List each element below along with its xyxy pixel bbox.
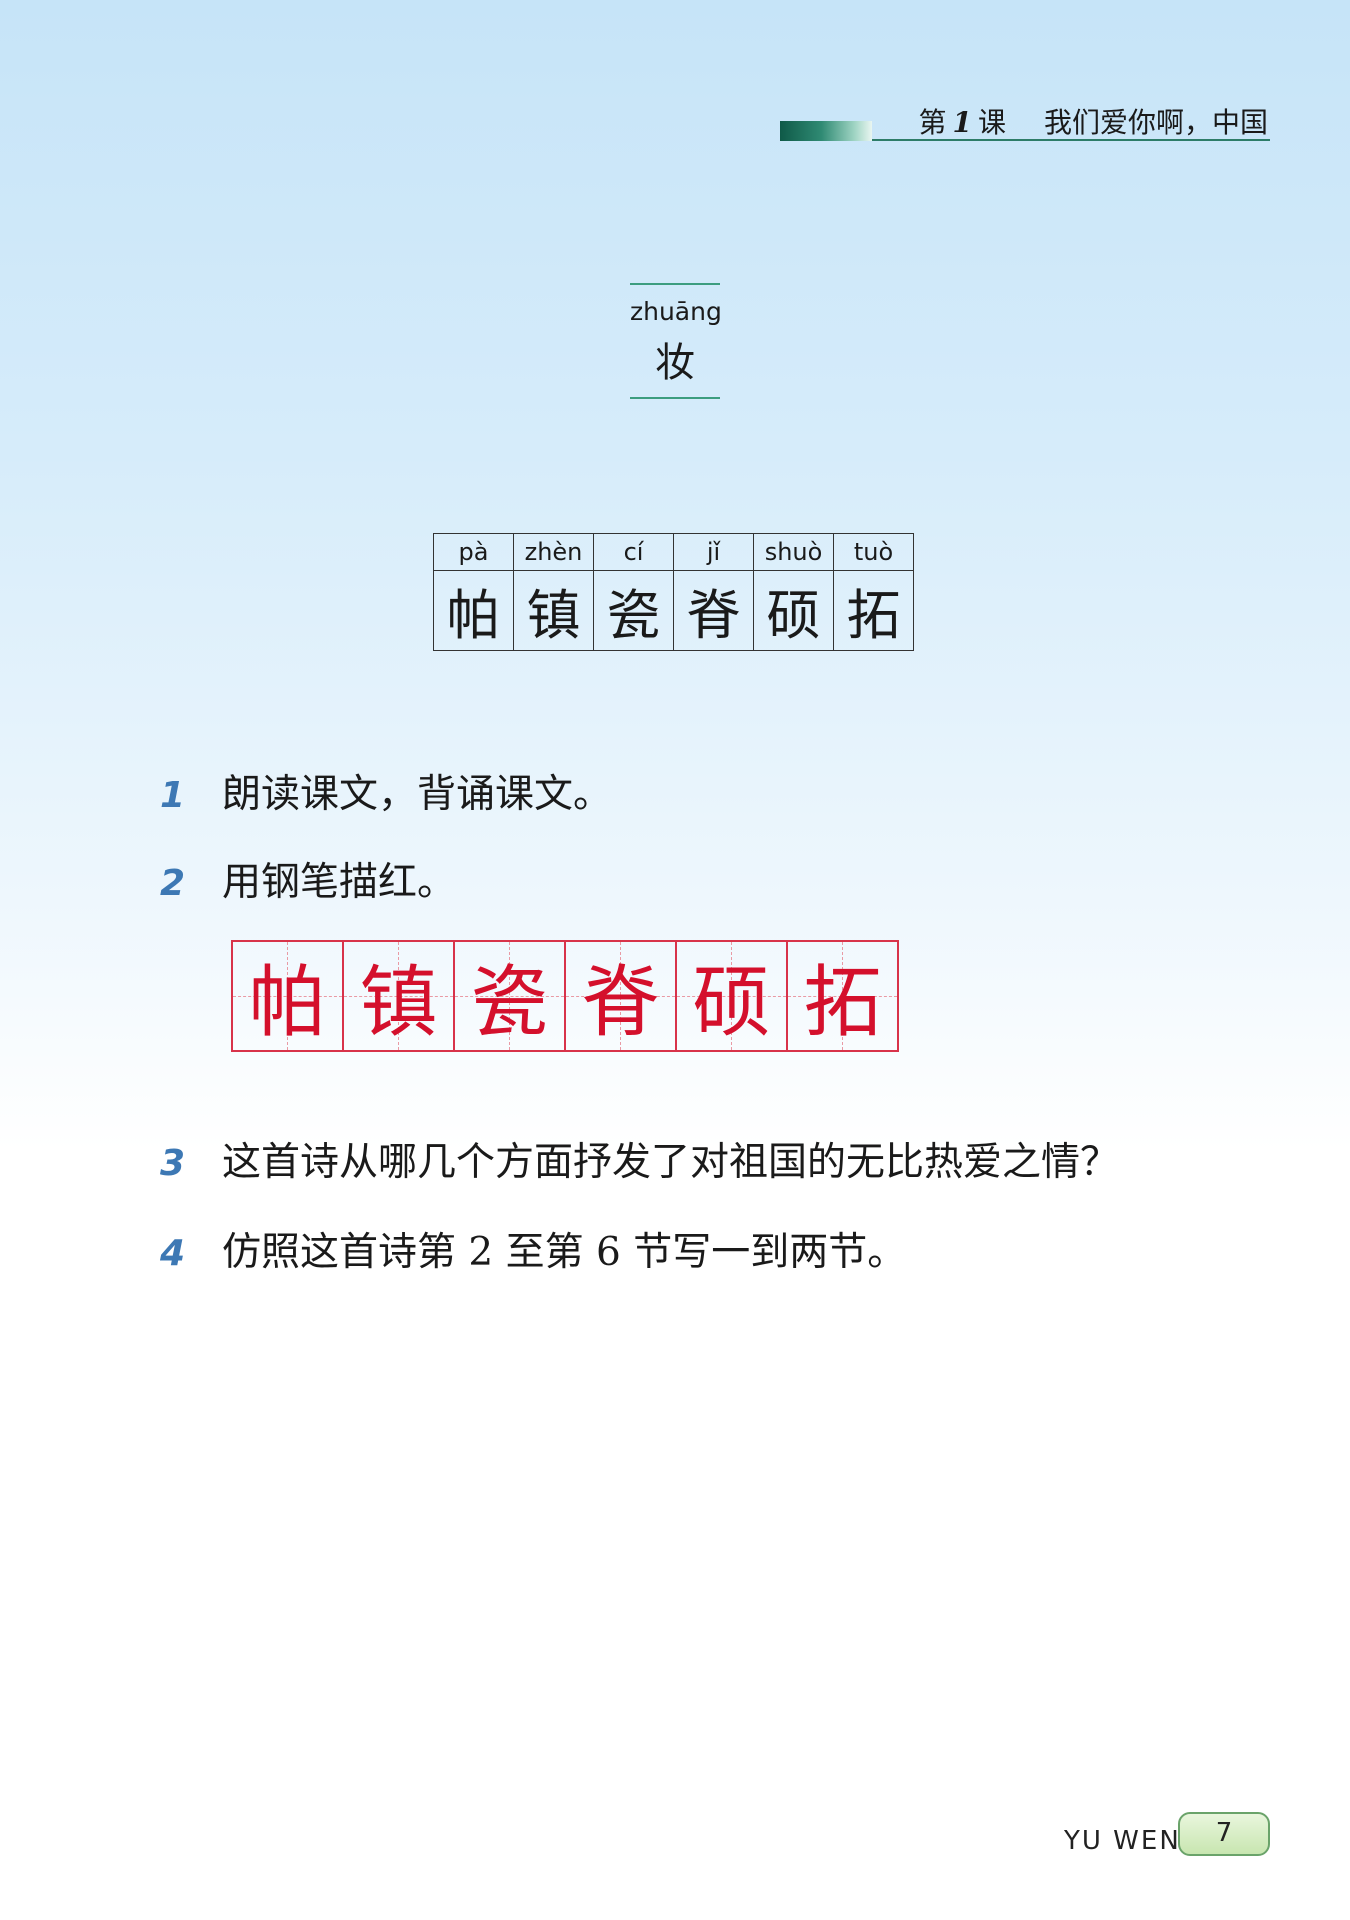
tracing-character: 硕 — [692, 958, 771, 1048]
exercise-number: 3 — [160, 1143, 186, 1184]
word-box: zhuāng 妆 — [630, 283, 722, 399]
lesson-header: 第 1 课 我们爱你啊，中国 — [918, 101, 1268, 141]
tracing-character: 拓 — [803, 958, 882, 1048]
tracing-cell: 镇 — [344, 942, 455, 1050]
tracing-cell: 帕 — [233, 942, 344, 1050]
exercise-item: 2 用钢笔描红。 — [160, 851, 456, 907]
tracing-character: 脊 — [581, 958, 660, 1048]
lesson-title: 我们爱你啊，中国 — [1043, 106, 1268, 139]
tracing-grid: 帕 镇 瓷 脊 硕 拓 — [231, 940, 899, 1052]
char-hanzi: 瓷 — [593, 570, 674, 651]
char-hanzi: 脊 — [673, 570, 754, 651]
exercise-text: 这首诗从哪几个方面抒发了对祖国的无比热爱之情？ — [222, 1140, 1120, 1185]
tracing-cell: 拓 — [788, 942, 897, 1050]
lesson-prefix: 第 — [918, 106, 947, 139]
page-number-badge: 7 — [1178, 1812, 1270, 1856]
page-number: 7 — [1215, 1818, 1233, 1848]
word-character: 妆 — [655, 340, 695, 386]
char-pinyin: tuò — [833, 533, 914, 571]
tracing-character: 帕 — [248, 958, 327, 1048]
tracing-cell: 瓷 — [455, 942, 566, 1050]
char-hanzi: 镇 — [513, 570, 594, 651]
exercise-text: 朗读课文，背诵课文。 — [222, 772, 613, 817]
char-hanzi: 帕 — [433, 570, 514, 651]
char-pinyin: cí — [593, 533, 674, 571]
tracing-cell: 硕 — [677, 942, 788, 1050]
exercise-item: 1 朗读课文，背诵课文。 — [160, 763, 612, 819]
exercise-text: 仿照这首诗第 2 至第 6 节写一到两节。 — [222, 1230, 907, 1275]
header-decoration-bar — [780, 121, 872, 141]
exercise-number: 1 — [160, 775, 186, 816]
lesson-number: 1 — [952, 106, 972, 139]
new-characters-table: pà zhèn cí jǐ shuò tuò 帕 镇 瓷 脊 硕 拓 — [433, 533, 914, 651]
exercise-item: 3 这首诗从哪几个方面抒发了对祖国的无比热爱之情？ — [160, 1131, 1119, 1187]
tracing-character: 镇 — [359, 958, 438, 1048]
exercise-number: 4 — [160, 1233, 186, 1274]
exercise-number: 2 — [160, 863, 186, 904]
tracing-character: 瓷 — [470, 958, 549, 1048]
char-hanzi: 拓 — [833, 570, 914, 651]
exercise-item: 4 仿照这首诗第 2 至第 6 节写一到两节。 — [160, 1221, 906, 1277]
char-pinyin: jǐ — [673, 533, 754, 571]
char-pinyin: zhèn — [513, 533, 594, 571]
char-hanzi: 硕 — [753, 570, 834, 651]
header-underline — [872, 139, 1270, 141]
exercise-text: 用钢笔描红。 — [222, 860, 457, 905]
word-pinyin: zhuāng — [630, 297, 722, 326]
lesson-suffix: 课 — [977, 106, 1006, 139]
char-pinyin: shuò — [753, 533, 834, 571]
char-pinyin: pà — [433, 533, 514, 571]
tracing-cell: 脊 — [566, 942, 677, 1050]
footer-label: YU WEN — [1064, 1826, 1181, 1856]
